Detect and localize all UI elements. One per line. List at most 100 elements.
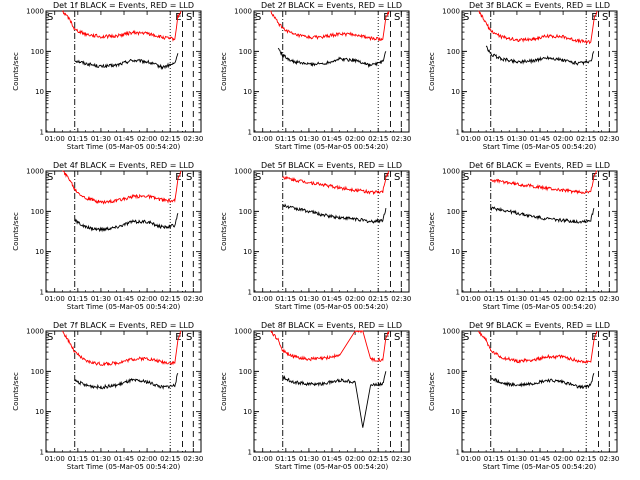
y-axis-label: Counts/sec (12, 212, 20, 251)
x-axis-label: Start Time (05-Mar-05 00:54:20) (275, 463, 389, 471)
panel-det-9: Det 9f BLACK = Events, RED = LLD 1 10 100 10… (428, 321, 619, 471)
panel-title: Det 6f BLACK = Events, RED = LLD (469, 161, 610, 170)
panel-det-6: Det 6f BLACK = Events, RED = LLD 1 10 100 10… (428, 161, 619, 311)
x-axis-label: Start Time (05-Mar-05 00:54:20) (67, 463, 181, 471)
y-tick-label: 1000 (442, 168, 460, 176)
x-tick-label: 01:00 (253, 295, 273, 303)
marker-label-S-left: S (463, 12, 469, 23)
series-events (74, 372, 179, 390)
x-tick-label: 01:45 (114, 455, 134, 463)
x-tick-label: 02:00 (345, 295, 365, 303)
x-tick-label: 02:30 (599, 135, 619, 143)
x-tick-label: 01:30 (507, 295, 527, 303)
panel-det-2: Det 2f BLACK = Events, RED = LLD 1 10 100 10… (220, 1, 411, 151)
y-tick-label: 10 (243, 88, 252, 96)
series-lld (62, 9, 182, 42)
x-axis-label: Start Time (05-Mar-05 00:54:20) (275, 143, 389, 151)
x-axis-label: Start Time (05-Mar-05 00:54:20) (275, 303, 389, 311)
panel-det-1: Det 1f BLACK = Events, RED = LLD 1 10 100 10… (12, 1, 203, 151)
y-tick-label: 100 (447, 368, 460, 376)
x-tick-label: 01:15 (68, 455, 88, 463)
x-tick-label: 01:30 (91, 455, 111, 463)
x-tick-label: 01:45 (322, 135, 342, 143)
marker-label-S: S (394, 12, 400, 23)
y-axis-label: Counts/sec (428, 52, 436, 91)
y-axis-label: Counts/sec (12, 52, 20, 91)
axes-frame (461, 170, 618, 293)
x-tick-label: 02:15 (368, 295, 388, 303)
y-tick-label: 100 (31, 208, 44, 216)
panel-det-7: Det 7f BLACK = Events, RED = LLD 1 10 100 10… (12, 321, 203, 471)
series-events (277, 47, 387, 69)
x-tick-label: 02:15 (160, 295, 180, 303)
series-lld (62, 330, 182, 367)
x-tick-label: 01:15 (68, 135, 88, 143)
marker-label-S-left: S (463, 172, 469, 183)
marker-label-E: E (383, 172, 389, 183)
x-tick-label: 02:30 (183, 455, 203, 463)
x-tick-label: 02:30 (391, 455, 411, 463)
y-tick-label: 1 (40, 129, 44, 137)
x-tick-label: 02:15 (368, 135, 388, 143)
y-axis-label: Counts/sec (220, 52, 228, 91)
x-axis-label: Start Time (05-Mar-05 00:54:20) (483, 143, 597, 151)
y-tick-label: 100 (239, 208, 252, 216)
x-tick-label: 02:30 (183, 295, 203, 303)
x-tick-label: 01:15 (276, 295, 296, 303)
panel-title: Det 8f BLACK = Events, RED = LLD (261, 321, 402, 330)
y-tick-label: 100 (447, 48, 460, 56)
marker-label-S-left: S (255, 332, 261, 343)
series-events (490, 373, 595, 390)
x-axis-label: Start Time (05-Mar-05 00:54:20) (67, 143, 181, 151)
marker-label-S-left: S (47, 172, 53, 183)
marker-label-S: S (394, 332, 400, 343)
panel-title: Det 3f BLACK = Events, RED = LLD (469, 1, 610, 10)
x-tick-label: 02:00 (137, 295, 157, 303)
axes-frame (45, 330, 202, 453)
y-tick-label: 1 (40, 289, 44, 297)
y-tick-label: 1000 (234, 328, 252, 336)
x-tick-label: 02:15 (368, 455, 388, 463)
x-tick-label: 01:45 (322, 295, 342, 303)
series-events (74, 53, 179, 71)
y-axis-label: Counts/sec (12, 372, 20, 411)
marker-label-S: S (602, 332, 608, 343)
y-tick-label: 1000 (26, 328, 44, 336)
series-lld (62, 170, 182, 205)
marker-label-S: S (186, 12, 192, 23)
y-tick-label: 1 (456, 129, 460, 137)
x-tick-label: 01:45 (530, 455, 550, 463)
x-tick-label: 02:00 (345, 455, 365, 463)
x-tick-label: 02:00 (553, 135, 573, 143)
x-tick-label: 01:45 (530, 135, 550, 143)
x-tick-label: 02:15 (576, 455, 596, 463)
y-tick-label: 10 (35, 248, 44, 256)
y-tick-label: 10 (243, 248, 252, 256)
x-tick-label: 01:15 (484, 455, 504, 463)
marker-label-E: E (175, 12, 181, 23)
x-tick-label: 01:30 (299, 455, 319, 463)
x-tick-label: 01:30 (299, 135, 319, 143)
x-tick-label: 01:30 (91, 135, 111, 143)
x-tick-label: 02:00 (137, 135, 157, 143)
x-tick-label: 02:30 (391, 135, 411, 143)
x-tick-label: 01:45 (322, 455, 342, 463)
y-tick-label: 100 (239, 48, 252, 56)
y-tick-label: 1 (40, 449, 44, 457)
marker-label-S-left: S (47, 332, 53, 343)
panel-title: Det 9f BLACK = Events, RED = LLD (469, 321, 610, 330)
y-tick-label: 100 (239, 368, 252, 376)
x-tick-label: 02:15 (160, 135, 180, 143)
x-tick-label: 02:30 (599, 455, 619, 463)
panel-title: Det 7f BLACK = Events, RED = LLD (53, 321, 194, 330)
y-axis-label: Counts/sec (428, 372, 436, 411)
y-axis-label: Counts/sec (428, 212, 436, 251)
series-events (490, 206, 595, 224)
series-lld (270, 10, 390, 42)
x-axis-label: Start Time (05-Mar-05 00:54:20) (483, 303, 597, 311)
y-tick-label: 10 (35, 88, 44, 96)
series-lld (282, 170, 390, 196)
marker-label-S-left: S (463, 332, 469, 343)
y-axis-label: Counts/sec (220, 372, 228, 411)
panel-title: Det 2f BLACK = Events, RED = LLD (261, 1, 402, 10)
